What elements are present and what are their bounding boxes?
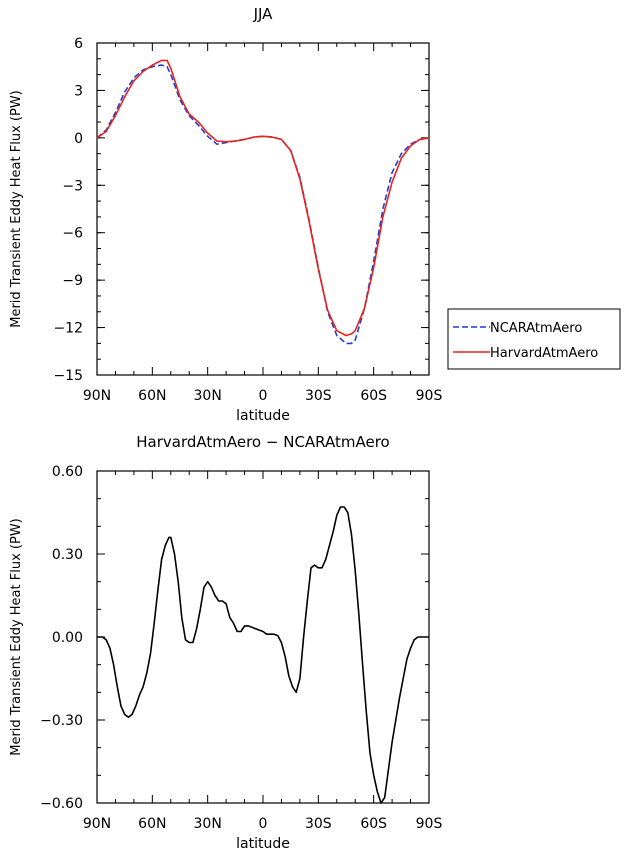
chart-panel-1: JJA 90N 60N 30N 0 30S 60S 90S 6 3 0 −3 −6 −9 −12 −15 lat… [9, 5, 621, 424]
y-tick-label: 0 [74, 131, 83, 147]
x-tick-label: 60N [138, 816, 166, 832]
y-tick-label: −0.60 [40, 796, 83, 812]
x-tick-label: 0 [259, 816, 268, 832]
y-tick-label: −6 [62, 226, 83, 242]
x-tick-label: 30N [194, 388, 222, 404]
x-tick-label: 90N [83, 388, 111, 404]
y-tick-label: −9 [62, 273, 83, 289]
series-line-difference [97, 506, 429, 804]
chart-title: JJA [253, 5, 274, 23]
x-tick-label: 90N [83, 816, 111, 832]
y-tick-label: −3 [62, 178, 83, 194]
y-tick-label: 3 [74, 83, 83, 99]
y-tick-label: 0.30 [52, 547, 83, 563]
y-tick-label: 6 [74, 36, 83, 52]
chart-title: HarvardAtmAero − NCARAtmAero [136, 433, 389, 451]
plot-frame [96, 42, 430, 376]
series-line-harvardatmaero [96, 59, 430, 337]
x-tick-label: 90S [416, 388, 443, 404]
y-tick-label: 0.00 [52, 630, 83, 646]
x-axis-label: latitude [236, 408, 290, 424]
x-tick-label: 90S [416, 816, 443, 832]
y-tick-label: 0.60 [52, 464, 83, 480]
x-tick-label: 0 [259, 388, 268, 404]
y-axis-label: Merid Transient Eddy Heat Flux (PW) [9, 518, 24, 756]
x-tick-label: 60S [360, 388, 387, 404]
x-tick-label: 30S [305, 816, 332, 832]
legend-box [447, 308, 621, 370]
series-line-ncaratmaero [96, 64, 430, 345]
y-tick-label: −15 [53, 368, 83, 384]
plot-frame [96, 470, 430, 804]
x-tick-label: 30S [305, 388, 332, 404]
x-axis-label: latitude [236, 836, 290, 852]
x-tick-label: 60S [360, 816, 387, 832]
legend: NCARAtmAero HarvardAtmAero [447, 308, 621, 370]
legend-label: HarvardAtmAero [490, 346, 598, 361]
y-tick-label: −12 [53, 321, 83, 337]
chart-panel-2: HarvardAtmAero − NCARAtmAero 90N 60N 30N 0 30… [9, 433, 442, 852]
y-tick-label: −0.30 [40, 713, 83, 729]
legend-label: NCARAtmAero [490, 321, 582, 336]
x-tick-label: 30N [194, 816, 222, 832]
y-axis-label: Merid Transient Eddy Heat Flux (PW) [9, 90, 24, 328]
x-tick-label: 60N [138, 388, 166, 404]
